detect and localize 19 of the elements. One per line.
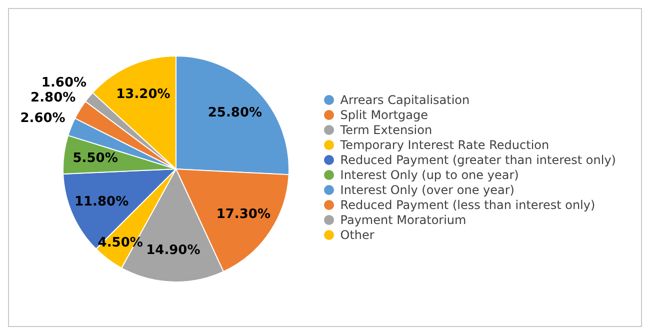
data-label: 11.80% [74, 194, 129, 210]
legend-label: Reduced Payment (less than interest only) [340, 198, 596, 212]
legend-label: Interest Only (up to one year) [340, 168, 519, 182]
legend-label: Term Extension [340, 122, 432, 138]
data-label: 5.50% [72, 151, 118, 166]
legend-label: Split Mortgage [340, 108, 428, 122]
data-label: 13.20% [116, 87, 170, 102]
data-label: 2.80% [30, 90, 76, 106]
data-label: 2.60% [20, 111, 66, 126]
legend-label: Interest Only (over one year) [340, 182, 514, 198]
legend-label: Temporary Interest Rate Reduction [340, 138, 550, 152]
legend-label: Reduced Payment (greater than interest only) [340, 152, 616, 168]
legend-label: Other [340, 228, 374, 242]
data-label: 17.30% [216, 207, 271, 222]
data-label: 1.60% [41, 75, 87, 90]
data-label: 14.90% [146, 242, 200, 258]
data-label: 25.80% [208, 105, 262, 120]
legend-label: Payment Moratorium [340, 212, 466, 228]
legend-label: Arrears Capitalisation [340, 92, 470, 108]
